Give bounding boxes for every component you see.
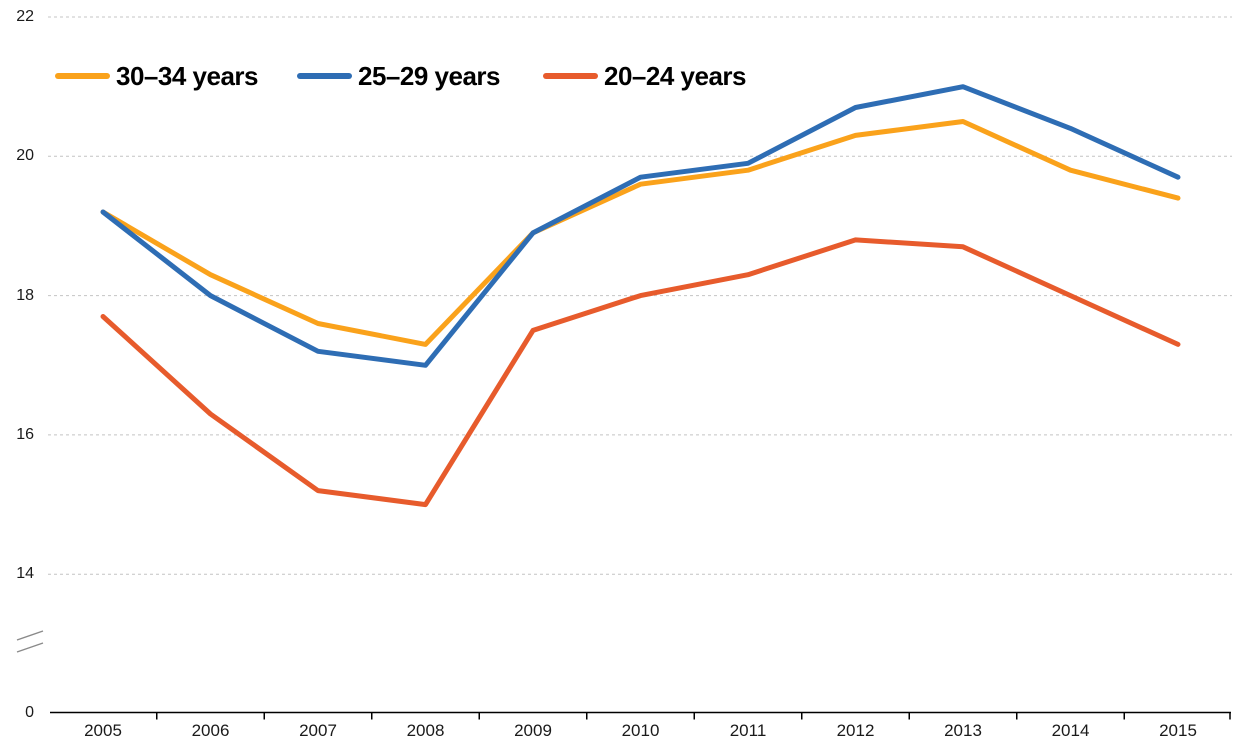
y-tick-label-14: 14 [16, 565, 34, 583]
x-tick-label-2009: 2009 [514, 721, 552, 740]
series-line-30-34-years [100, 119, 1181, 347]
x-tick-label-2012: 2012 [836, 721, 875, 740]
y-tick-label-18: 18 [16, 286, 34, 304]
x-tick-label-2015: 2015 [1159, 721, 1197, 740]
y-tick-label-0: 0 [25, 703, 34, 721]
x-tick-label-2014: 2014 [1051, 721, 1090, 740]
axis-break-mark-top [16, 630, 44, 641]
y-tick-label-16: 16 [16, 425, 34, 443]
x-tick-label-2006: 2006 [191, 721, 230, 740]
x-tick-label-2007: 2007 [299, 721, 337, 740]
x-tick-label-2005: 2005 [84, 721, 122, 740]
x-tick-label-2011: 2011 [729, 721, 767, 740]
x-tick-label-2013: 2013 [944, 721, 982, 740]
y-tick-label-22: 22 [16, 8, 34, 25]
series-line-25-29-years [100, 84, 1181, 368]
x-tick-label-2010: 2010 [621, 721, 660, 740]
x-tick-label-2008: 2008 [406, 721, 445, 740]
series-line-20-24-years [100, 237, 1181, 508]
y-tick-label-20: 20 [16, 147, 34, 165]
axis-break-mark-bottom [16, 642, 44, 653]
